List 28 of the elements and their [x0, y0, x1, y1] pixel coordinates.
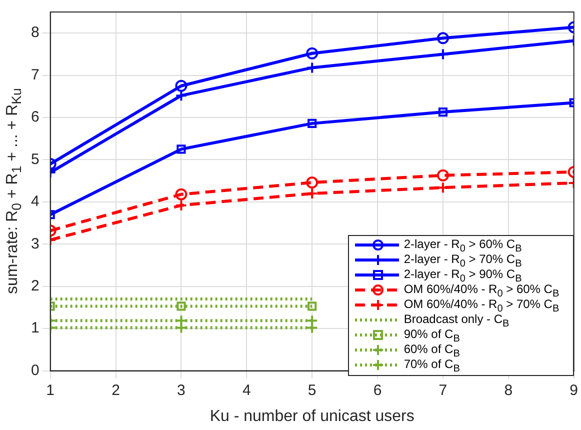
x-tick-label: 5	[308, 382, 316, 399]
legend-label: OM 60%/40% - R$_{0}$ > 60% C$_{B}$	[404, 282, 560, 299]
y-tick-label: 0	[31, 362, 40, 379]
legend-label: 2-layer - R$_{0}$ > 70% C$_{B}$	[404, 252, 522, 269]
legend-label: 60% of C$_{B}$	[404, 342, 460, 359]
x-tick-label: 3	[177, 382, 186, 399]
x-tick-label: 4	[242, 382, 251, 399]
x-tick-label: 8	[504, 382, 513, 399]
x-tick-label: 6	[373, 382, 382, 399]
y-tick-label: 3	[31, 235, 40, 252]
legend-label: 90% of C$_{B}$	[404, 326, 460, 344]
y-tick-label: 7	[31, 66, 40, 84]
legend-label: OM 60%/40% - R$_{0}$ > 70% C$_{B}$	[404, 296, 560, 314]
legend-label: Broadcast only - C$_{B}$	[404, 312, 510, 329]
legend-label: 2-layer - R$_{0}$ > 90% C$_{B}$	[404, 266, 522, 284]
y-tick-label: 1	[31, 320, 40, 337]
x-axis-title: Ku - number of unicast users	[210, 408, 414, 425]
y-tick-label: 4	[31, 193, 40, 210]
x-tick-label: 2	[112, 382, 120, 399]
legend-label: 70% of C$_{B}$	[404, 356, 460, 374]
y-tick-label: 5	[31, 150, 40, 168]
y-tick-label: 6	[31, 108, 40, 126]
x-tick-label: 1	[46, 382, 55, 399]
x-tick-label: 9	[570, 382, 578, 399]
x-tick-label: 7	[438, 382, 448, 399]
y-tick-label: 2	[31, 278, 40, 295]
y-tick-label: 8	[31, 24, 40, 42]
legend-label: 2-layer - R$_{0}$ > 60% C$_{B}$	[404, 236, 522, 254]
